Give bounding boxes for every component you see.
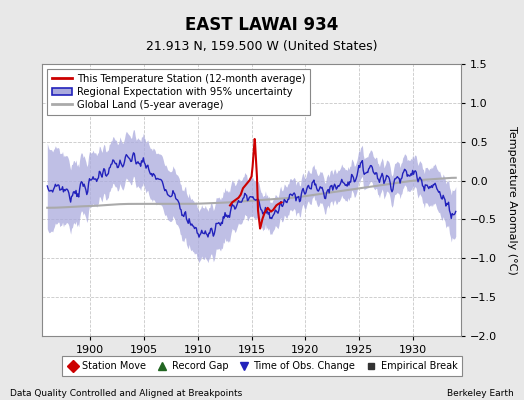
Text: Berkeley Earth: Berkeley Earth xyxy=(447,389,514,398)
Y-axis label: Temperature Anomaly (°C): Temperature Anomaly (°C) xyxy=(507,126,517,274)
Text: EAST LAWAI 934: EAST LAWAI 934 xyxy=(185,16,339,34)
Legend: This Temperature Station (12-month average), Regional Expectation with 95% uncer: This Temperature Station (12-month avera… xyxy=(47,69,310,115)
Text: 21.913 N, 159.500 W (United States): 21.913 N, 159.500 W (United States) xyxy=(146,40,378,53)
Legend: Station Move, Record Gap, Time of Obs. Change, Empirical Break: Station Move, Record Gap, Time of Obs. C… xyxy=(62,356,462,376)
Text: Data Quality Controlled and Aligned at Breakpoints: Data Quality Controlled and Aligned at B… xyxy=(10,389,243,398)
